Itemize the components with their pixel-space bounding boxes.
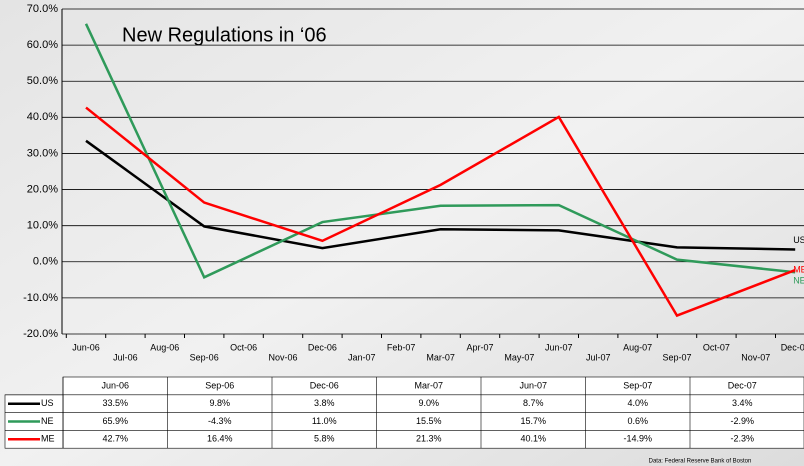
- table-cell: -2.3%: [730, 434, 754, 444]
- y-tick-label: 0.0%: [33, 256, 58, 268]
- table-cell: 8.7%: [523, 398, 544, 408]
- x-tick-label: Mar-07: [426, 352, 455, 362]
- table-cell: 9.8%: [209, 398, 230, 408]
- y-tick-label: 30.0%: [27, 147, 58, 159]
- table-cell: 40.1%: [520, 434, 546, 444]
- x-tick-label: Dec-06: [308, 342, 337, 352]
- legend-label: NE: [41, 416, 54, 426]
- table-header: Sep-06: [205, 380, 234, 390]
- y-tick-label: -20.0%: [23, 328, 58, 340]
- table-cell: -2.9%: [730, 416, 754, 426]
- legend-label: ME: [41, 434, 55, 444]
- x-tick-label: Jul-07: [586, 352, 611, 362]
- table-cell: 0.6%: [627, 416, 648, 426]
- table-cell: 5.8%: [314, 434, 335, 444]
- table-cell: 4.0%: [627, 398, 648, 408]
- source: Data: Federal Reserve Bank of Boston: [649, 459, 752, 465]
- x-tick-label: Dec-07: [781, 342, 804, 352]
- table-cell: 3.8%: [314, 398, 335, 408]
- table-cell: 65.9%: [102, 416, 128, 426]
- series-end-label: NE: [793, 276, 804, 286]
- table-cell: 33.5%: [102, 398, 128, 408]
- y-tick-label: 60.0%: [27, 39, 58, 51]
- y-tick-label: 40.0%: [27, 111, 58, 123]
- series-end-label: ME: [793, 264, 804, 274]
- table-header: Mar-07: [414, 380, 443, 390]
- table-cell: 11.0%: [312, 416, 337, 426]
- x-tick-label: Jun-06: [72, 342, 100, 352]
- x-tick-label: Jun-07: [545, 342, 573, 352]
- y-tick-label: 70.0%: [27, 3, 58, 15]
- table-cell: -14.9%: [623, 434, 652, 444]
- x-tick-label: Jan-07: [348, 352, 376, 362]
- series-end-label: US: [793, 235, 804, 245]
- y-tick-label: 20.0%: [27, 183, 58, 195]
- y-tick-label: -10.0%: [23, 292, 58, 304]
- table-header: Jun-07: [519, 380, 547, 390]
- series-line: [85, 106, 796, 318]
- table-cell: 15.5%: [416, 416, 442, 426]
- x-tick-label: Nov-06: [268, 352, 297, 362]
- x-tick-label: Nov-07: [741, 352, 770, 362]
- x-tick-label: Aug-07: [623, 342, 652, 352]
- table-header: Sep-07: [623, 380, 652, 390]
- x-tick-label: Apr-07: [466, 342, 493, 352]
- chart-title: New Regulations in ‘06: [122, 24, 327, 46]
- x-tick-label: Feb-07: [387, 342, 416, 352]
- x-tick-label: Jul-06: [113, 352, 138, 362]
- table-header: Jun-06: [101, 380, 129, 390]
- table-cell: 16.4%: [207, 434, 233, 444]
- y-tick-label: 50.0%: [27, 75, 58, 87]
- series-line: [85, 139, 796, 251]
- x-tick-label: Oct-06: [230, 342, 257, 352]
- legend-label: US: [41, 398, 54, 408]
- table-cell: -4.3%: [208, 416, 232, 426]
- table-cell: 15.7%: [520, 416, 546, 426]
- table-header: Dec-06: [310, 380, 339, 390]
- table-cell: 3.4%: [732, 398, 753, 408]
- x-tick-label: May-07: [504, 352, 534, 362]
- table-cell: 21.3%: [416, 434, 442, 444]
- table-cell: 42.7%: [102, 434, 128, 444]
- table-cell: 9.0%: [418, 398, 439, 408]
- x-tick-label: Aug-06: [150, 342, 179, 352]
- table-header: Dec-07: [728, 380, 757, 390]
- x-tick-label: Sep-06: [190, 352, 219, 362]
- series-line: [84, 23, 796, 279]
- x-tick-label: Oct-07: [703, 342, 730, 352]
- x-tick-label: Sep-07: [662, 352, 691, 362]
- y-tick-label: 10.0%: [27, 220, 58, 232]
